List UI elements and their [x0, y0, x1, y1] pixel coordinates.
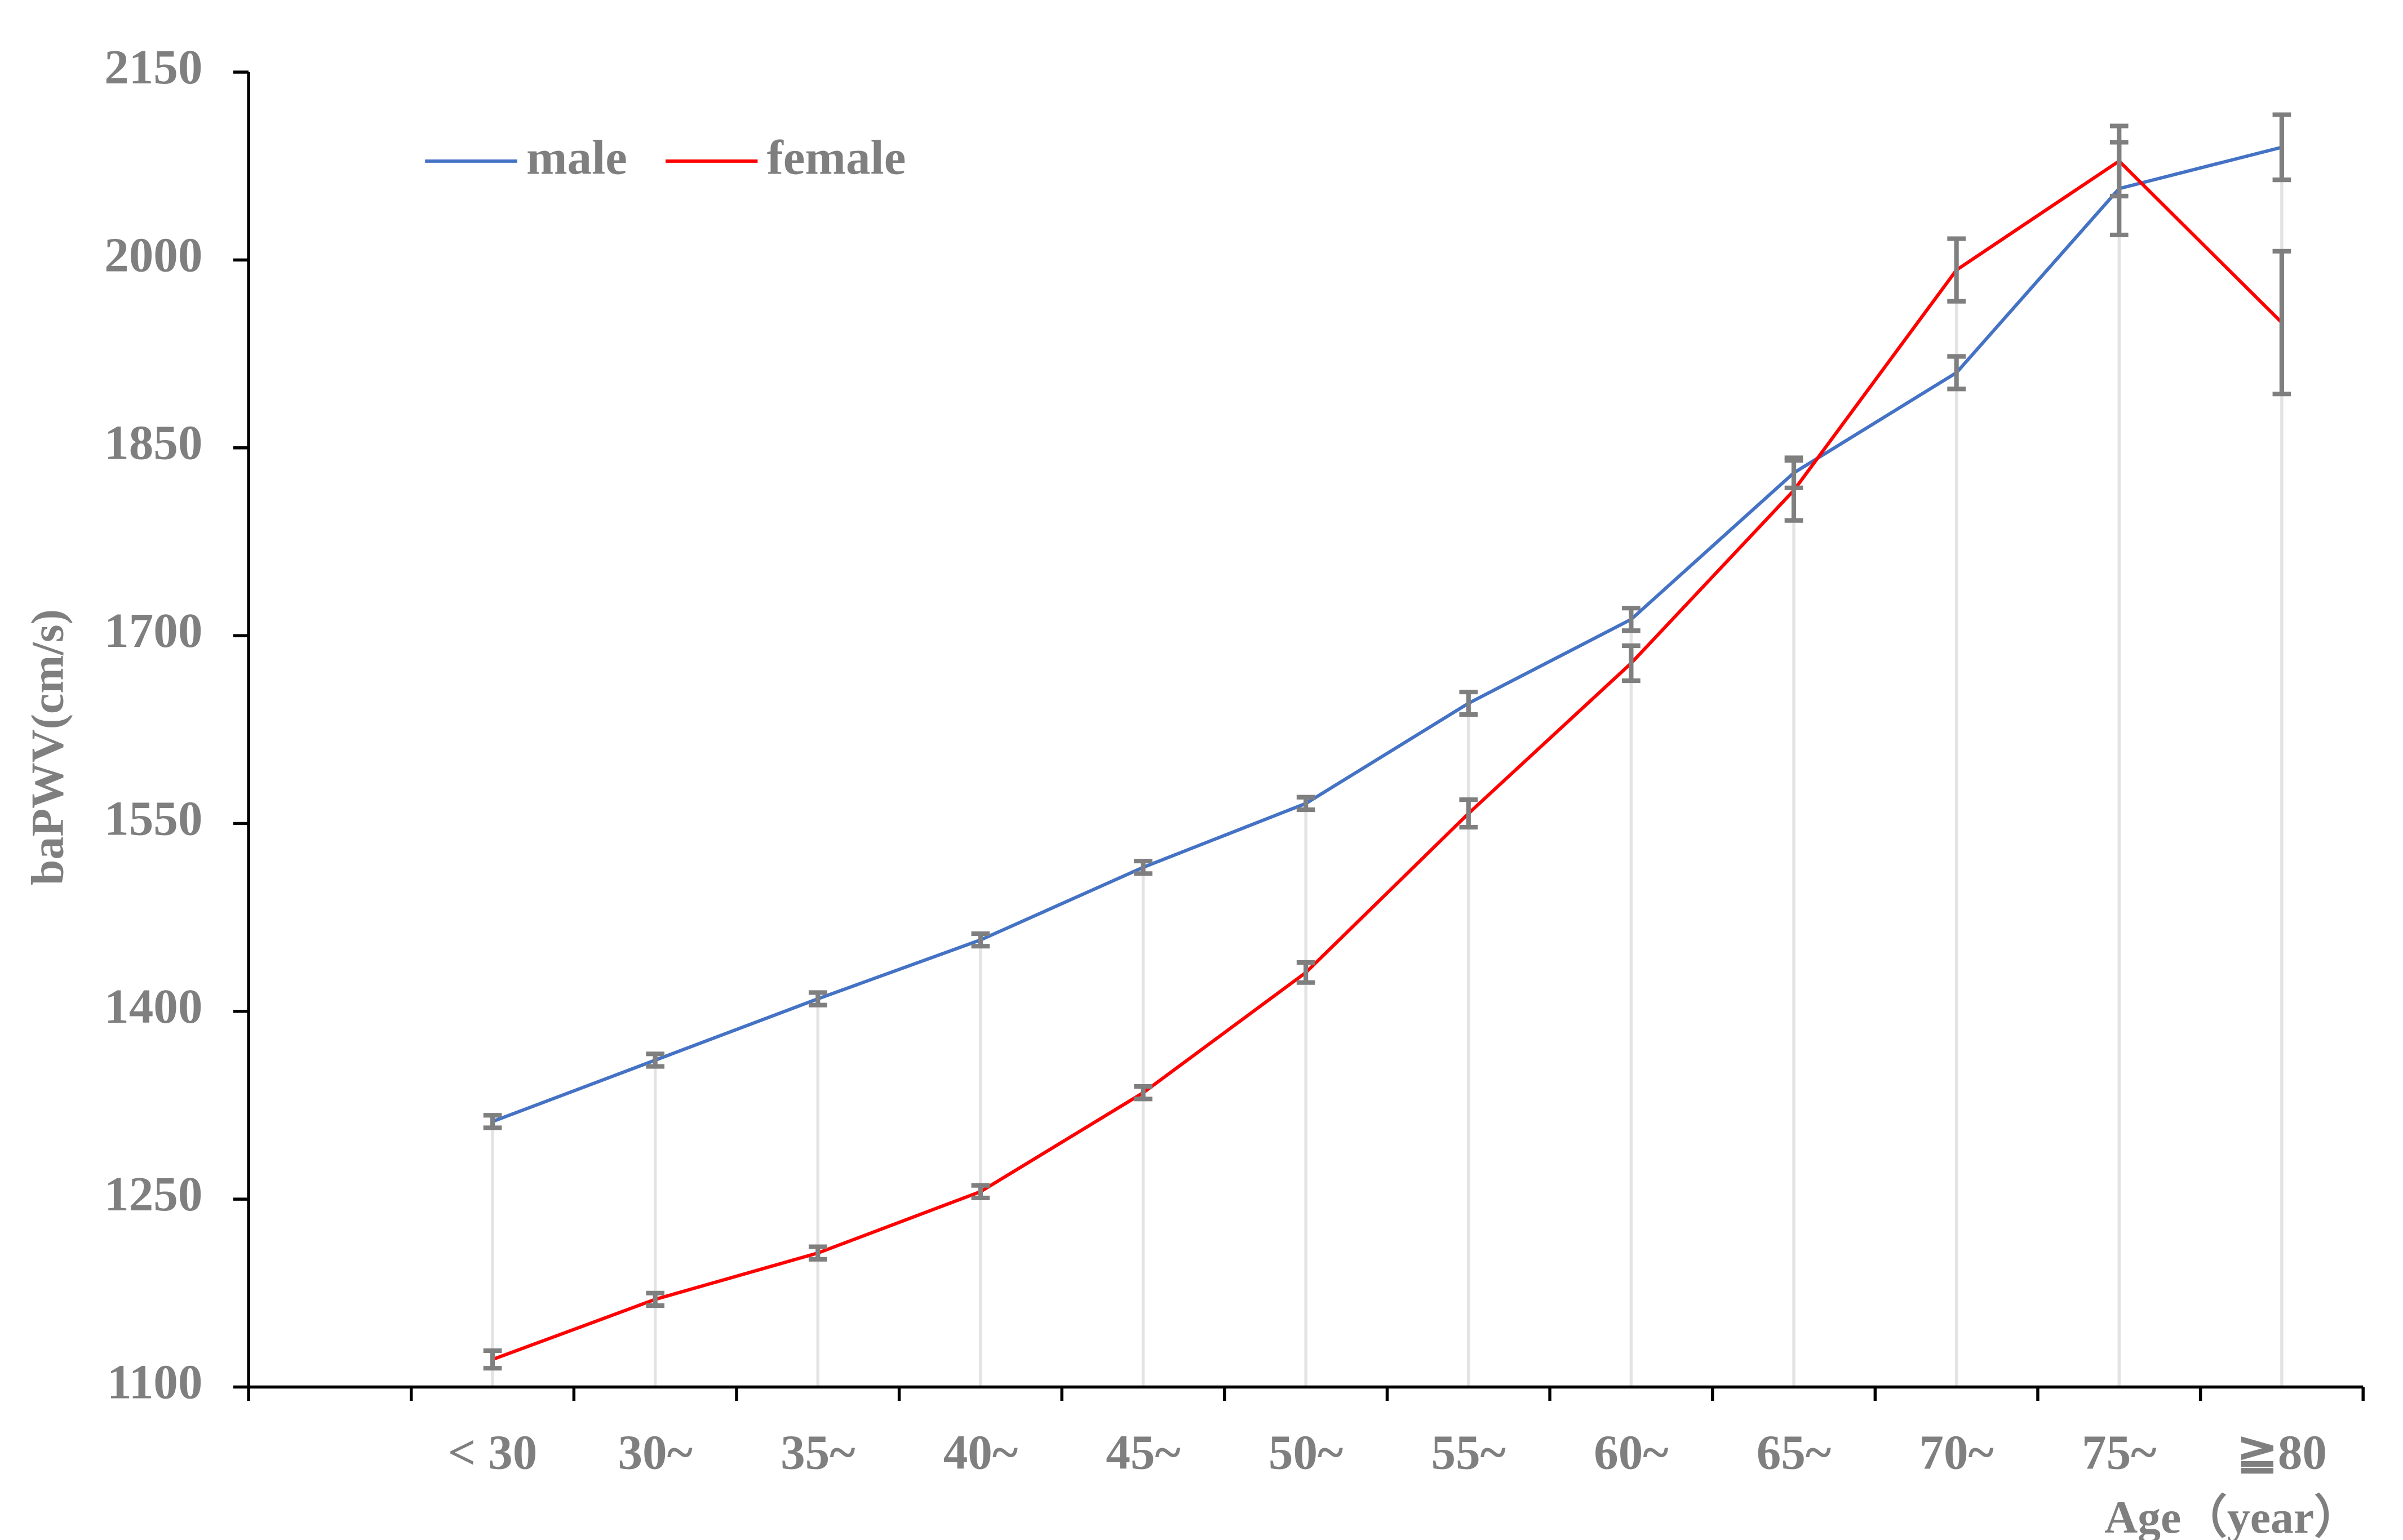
error-bar	[646, 1051, 664, 1069]
error-bar	[971, 1183, 990, 1201]
error-bar	[1622, 606, 1641, 633]
error-bar	[808, 1244, 827, 1262]
y-tick-label: 1550	[104, 791, 202, 845]
error-bar	[1296, 960, 1315, 985]
x-tick-label: 65~	[1757, 1425, 1831, 1480]
x-tick-label: 75~	[2082, 1425, 2156, 1480]
x-tick-label: 50~	[1269, 1425, 1343, 1480]
x-tick-label: 30~	[618, 1425, 692, 1480]
error-bar	[1459, 689, 1478, 717]
error-bar	[808, 990, 827, 1008]
x-tick-label: 60~	[1594, 1425, 1668, 1480]
error-bar	[1459, 797, 1478, 830]
line	[491, 145, 2282, 1124]
x-tick-label: 45~	[1106, 1425, 1180, 1480]
y-tick-label: 1700	[104, 603, 202, 658]
y-tick-label: 2000	[104, 227, 202, 282]
error-bar	[483, 1348, 502, 1371]
error-bar	[1296, 795, 1315, 813]
x-tick-label: < 30	[448, 1425, 538, 1480]
error-bar	[1134, 1084, 1152, 1102]
error-bar	[1784, 458, 1803, 523]
x-tick-label: 35~	[781, 1425, 855, 1480]
y-tick-label: 1850	[104, 415, 202, 470]
x-tick-label: 70~	[1919, 1425, 1993, 1480]
error-bar	[483, 1113, 502, 1130]
error-bar	[2272, 112, 2291, 183]
y-tick-label: 2150	[104, 39, 202, 94]
error-bar	[1134, 859, 1152, 876]
error-bar	[1947, 354, 1966, 392]
y-tick-label: 1100	[107, 1354, 202, 1409]
legend-label: female	[767, 130, 906, 185]
x-tick-label: 55~	[1431, 1425, 1506, 1480]
error-bar	[1622, 643, 1641, 684]
legend-label: male	[526, 130, 627, 185]
error-bar	[2109, 123, 2129, 199]
y-axis-label: baPWV(cm/s)	[21, 609, 73, 885]
line	[491, 158, 2284, 1361]
y-tick-label: 1250	[104, 1166, 202, 1221]
y-tick-label: 1400	[104, 979, 202, 1033]
error-bar	[971, 931, 990, 949]
x-tick-label: ≧80	[2237, 1425, 2327, 1480]
error-bar	[2272, 248, 2291, 397]
x-tick-label: 40~	[943, 1425, 1018, 1480]
error-bar	[646, 1290, 664, 1308]
x-axis-label: Age（year）	[2104, 1492, 2360, 1540]
error-bar	[1947, 236, 1966, 304]
